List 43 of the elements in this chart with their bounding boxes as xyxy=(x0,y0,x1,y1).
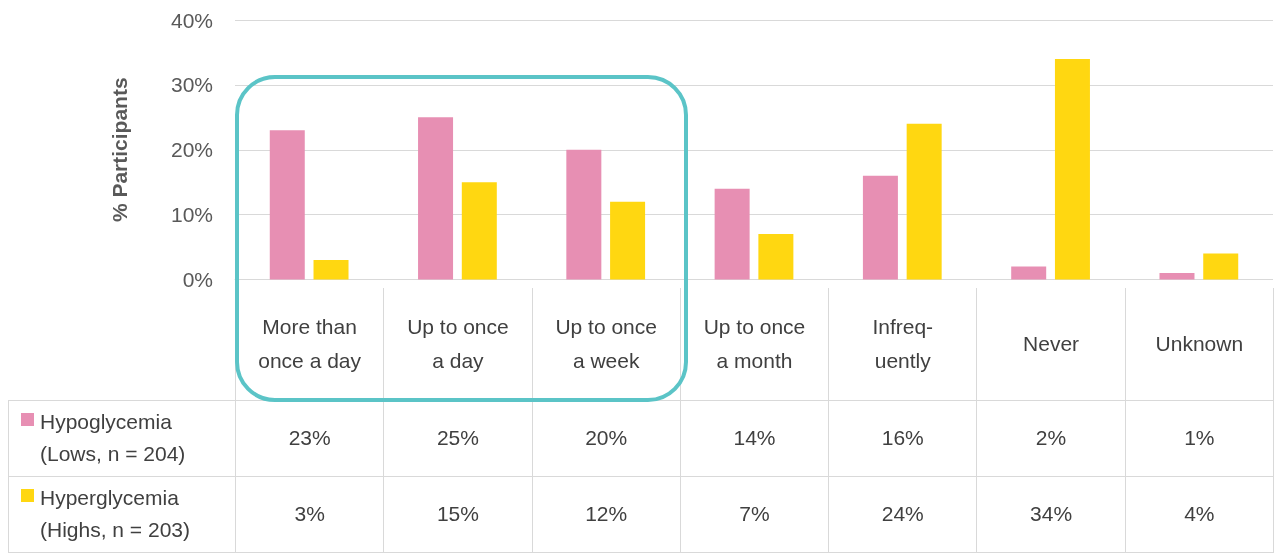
data-label: 4% xyxy=(1125,476,1274,552)
y-tick-label: 0% xyxy=(182,268,213,291)
legend-label: Hypoglycemia (Lows, n = 204) xyxy=(40,409,187,467)
x-tick-label: Up to once a month xyxy=(680,288,829,400)
bar xyxy=(566,149,602,280)
data-label: 24% xyxy=(828,476,977,552)
data-label: 16% xyxy=(828,400,977,476)
data-label: 1% xyxy=(1125,400,1274,476)
bar xyxy=(1011,266,1047,280)
x-tick-label: Infreq-uently xyxy=(828,288,977,400)
bar xyxy=(1203,253,1239,280)
data-label: 7% xyxy=(680,476,829,552)
bar xyxy=(461,182,497,280)
x-tick-label: Up to once a week xyxy=(532,288,681,400)
bar xyxy=(313,260,349,280)
bar xyxy=(1159,273,1195,280)
bar xyxy=(1054,58,1090,280)
data-label: 20% xyxy=(532,400,681,476)
data-label: 2% xyxy=(976,400,1126,476)
y-tick-label: 40% xyxy=(170,8,213,32)
data-label: 12% xyxy=(532,476,681,552)
bar xyxy=(906,123,942,280)
bar xyxy=(862,175,898,280)
data-label: 15% xyxy=(383,476,533,552)
y-tick-label: 30% xyxy=(170,73,213,97)
x-tick-label: Unknown xyxy=(1125,288,1274,400)
data-label: 25% xyxy=(383,400,533,476)
bar xyxy=(714,188,750,280)
bar xyxy=(758,234,794,280)
legend-label: Hyperglycemia (Highs, n = 203) xyxy=(40,485,191,543)
y-tick-label: 20% xyxy=(170,138,213,162)
y-tick-label: 10% xyxy=(170,203,213,227)
bar xyxy=(610,201,646,280)
data-label: 3% xyxy=(235,476,384,552)
y-axis-title: % Participants xyxy=(108,77,131,223)
bar xyxy=(269,130,305,280)
x-tick-label: More than once a day xyxy=(235,288,384,400)
data-label: 23% xyxy=(235,400,384,476)
x-tick-label: Never xyxy=(976,288,1126,400)
x-tick-label: Up to once a day xyxy=(383,288,533,400)
bar xyxy=(418,117,454,280)
data-label: 34% xyxy=(976,476,1126,552)
data-label: 14% xyxy=(680,400,829,476)
